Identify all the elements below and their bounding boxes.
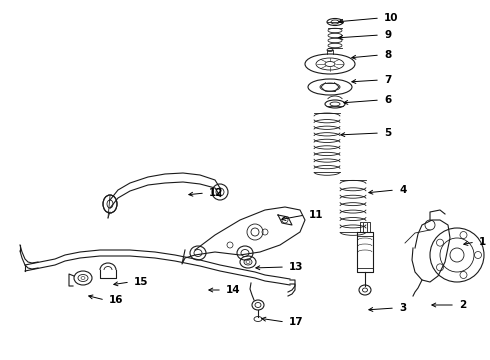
Text: 5: 5 bbox=[384, 128, 391, 138]
Text: 2: 2 bbox=[459, 300, 466, 310]
Text: 1: 1 bbox=[479, 237, 486, 247]
Text: 16: 16 bbox=[109, 295, 123, 305]
Text: 12: 12 bbox=[209, 188, 223, 198]
Text: 9: 9 bbox=[384, 30, 391, 40]
Text: 11: 11 bbox=[309, 210, 323, 220]
Text: 15: 15 bbox=[134, 277, 148, 287]
Text: 6: 6 bbox=[384, 95, 391, 105]
Text: 14: 14 bbox=[226, 285, 241, 295]
Text: 13: 13 bbox=[289, 262, 303, 272]
Text: 10: 10 bbox=[384, 13, 398, 23]
Text: 8: 8 bbox=[384, 50, 391, 60]
Text: 7: 7 bbox=[384, 75, 392, 85]
Text: 3: 3 bbox=[399, 303, 406, 313]
Text: 17: 17 bbox=[289, 317, 304, 327]
Text: 4: 4 bbox=[399, 185, 406, 195]
